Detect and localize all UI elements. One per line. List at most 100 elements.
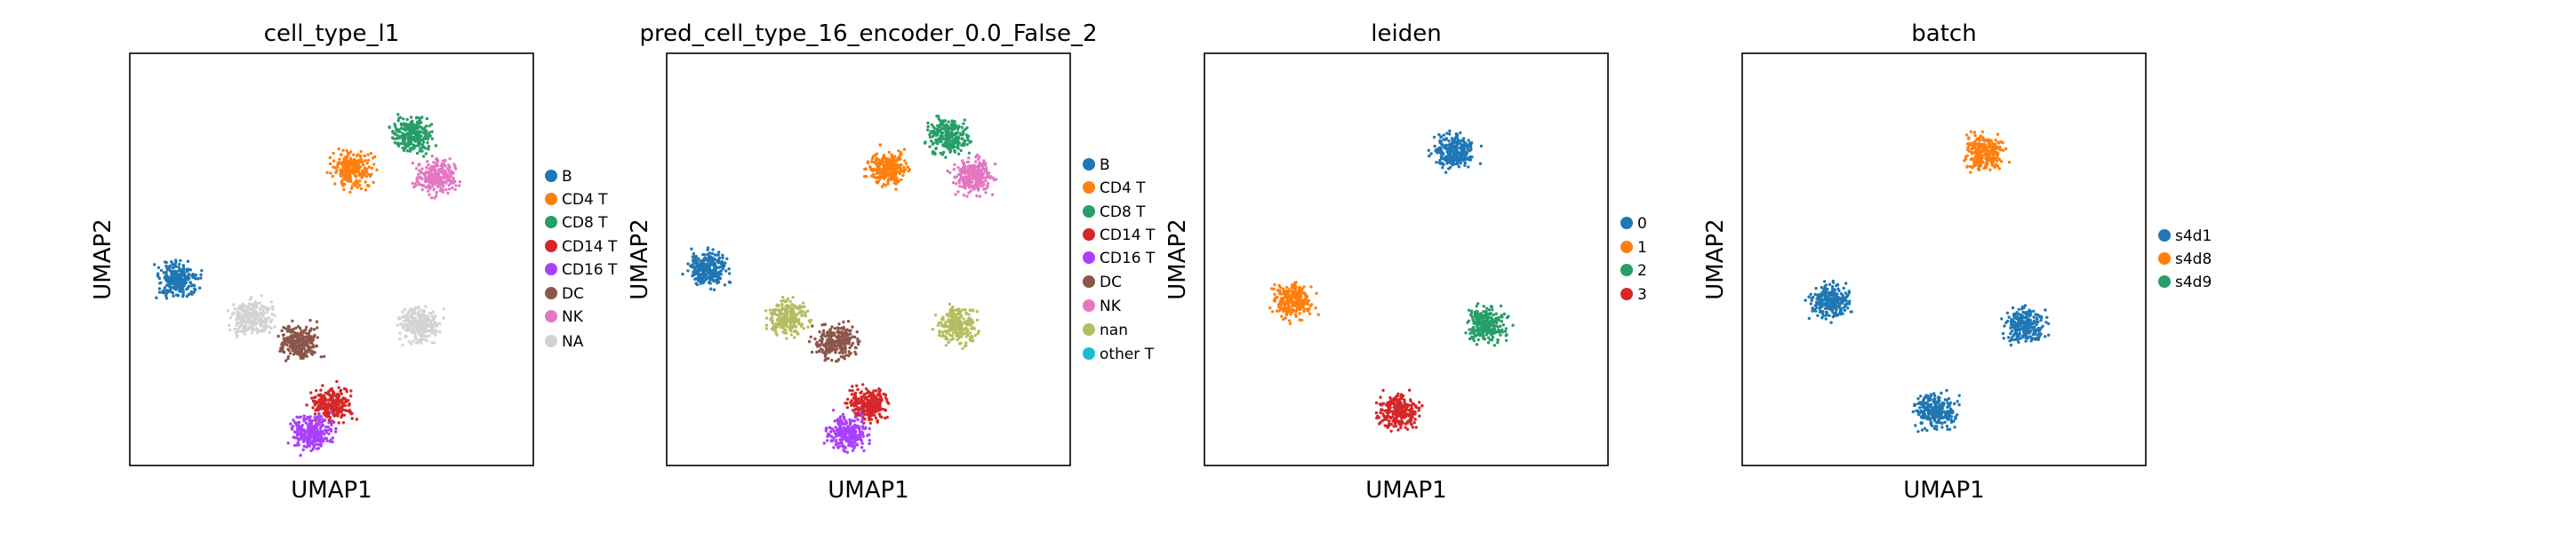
data-point	[954, 329, 957, 332]
data-point	[949, 314, 953, 318]
data-point	[421, 171, 426, 175]
data-point	[820, 332, 825, 336]
data-point	[252, 310, 257, 314]
data-point	[358, 154, 363, 158]
data-point	[780, 295, 785, 299]
data-point	[262, 319, 267, 322]
data-point	[986, 172, 989, 177]
data-point	[292, 342, 297, 346]
data-point	[306, 339, 309, 343]
data-point	[430, 130, 434, 133]
data-point	[438, 177, 442, 180]
data-point	[1450, 137, 1454, 140]
data-point	[710, 261, 714, 265]
data-point	[866, 160, 870, 163]
data-point	[420, 143, 424, 147]
data-point	[314, 408, 318, 412]
data-point	[313, 395, 316, 400]
scatter-points	[681, 115, 998, 454]
data-point	[420, 167, 424, 171]
data-point	[955, 175, 959, 179]
data-point	[1479, 144, 1484, 148]
data-point	[258, 307, 262, 311]
data-point	[842, 426, 846, 429]
data-point	[939, 151, 943, 155]
data-point	[348, 409, 351, 412]
data-point	[981, 180, 986, 184]
data-point	[164, 270, 168, 274]
data-point	[415, 151, 420, 155]
data-point	[344, 174, 348, 178]
data-point	[822, 442, 826, 445]
data-point	[937, 138, 940, 142]
data-point	[336, 400, 340, 403]
data-point	[303, 436, 307, 440]
legend-item: CD14 T	[1083, 227, 1156, 244]
data-point	[1439, 162, 1443, 165]
data-point	[867, 433, 871, 436]
data-point	[269, 300, 273, 304]
data-point	[863, 393, 867, 396]
data-point	[824, 357, 828, 362]
data-point	[686, 269, 690, 273]
data-point	[797, 322, 801, 326]
data-point	[415, 124, 419, 128]
data-point	[839, 354, 843, 359]
data-point	[405, 143, 410, 147]
data-point	[420, 318, 425, 322]
data-point	[332, 394, 335, 398]
data-point	[159, 268, 164, 273]
data-point	[789, 319, 793, 322]
data-point	[874, 399, 877, 403]
data-point	[233, 327, 236, 331]
data-point	[399, 126, 404, 131]
data-point	[793, 336, 796, 339]
data-point	[844, 402, 847, 405]
data-point	[324, 437, 329, 441]
data-point	[831, 343, 835, 347]
data-point	[313, 351, 316, 354]
data-point	[702, 265, 706, 269]
data-point	[239, 312, 243, 316]
data-point	[947, 120, 950, 123]
data-point	[863, 404, 867, 409]
data-point	[178, 262, 181, 266]
data-point	[1457, 165, 1461, 169]
data-point	[260, 319, 263, 323]
data-point	[427, 189, 430, 193]
data-point	[313, 328, 316, 331]
data-point	[875, 179, 879, 184]
data-point	[844, 334, 847, 338]
data-point	[904, 162, 908, 165]
data-point	[1458, 139, 1461, 143]
data-point	[962, 179, 966, 184]
data-point	[301, 330, 306, 334]
data-point	[845, 406, 849, 410]
data-point	[864, 167, 868, 171]
data-point	[1436, 151, 1439, 155]
data-point	[830, 325, 834, 329]
data-point	[881, 161, 884, 164]
data-point	[716, 259, 719, 263]
data-point	[260, 322, 264, 325]
data-point	[839, 415, 843, 418]
data-point	[230, 313, 234, 316]
data-point	[975, 318, 980, 322]
data-point	[842, 449, 845, 452]
data-point	[829, 430, 833, 434]
data-point	[309, 391, 313, 394]
data-point	[332, 159, 336, 163]
data-point	[403, 307, 407, 312]
data-point	[350, 169, 355, 172]
data-point	[365, 184, 370, 187]
data-point	[1457, 155, 1461, 159]
data-point	[700, 275, 704, 280]
data-point	[788, 306, 793, 311]
data-point	[427, 163, 430, 167]
data-point	[424, 174, 428, 178]
data-point	[943, 119, 948, 123]
data-point	[348, 411, 353, 415]
data-point	[804, 311, 807, 314]
data-point	[942, 126, 946, 131]
data-point	[196, 277, 200, 281]
